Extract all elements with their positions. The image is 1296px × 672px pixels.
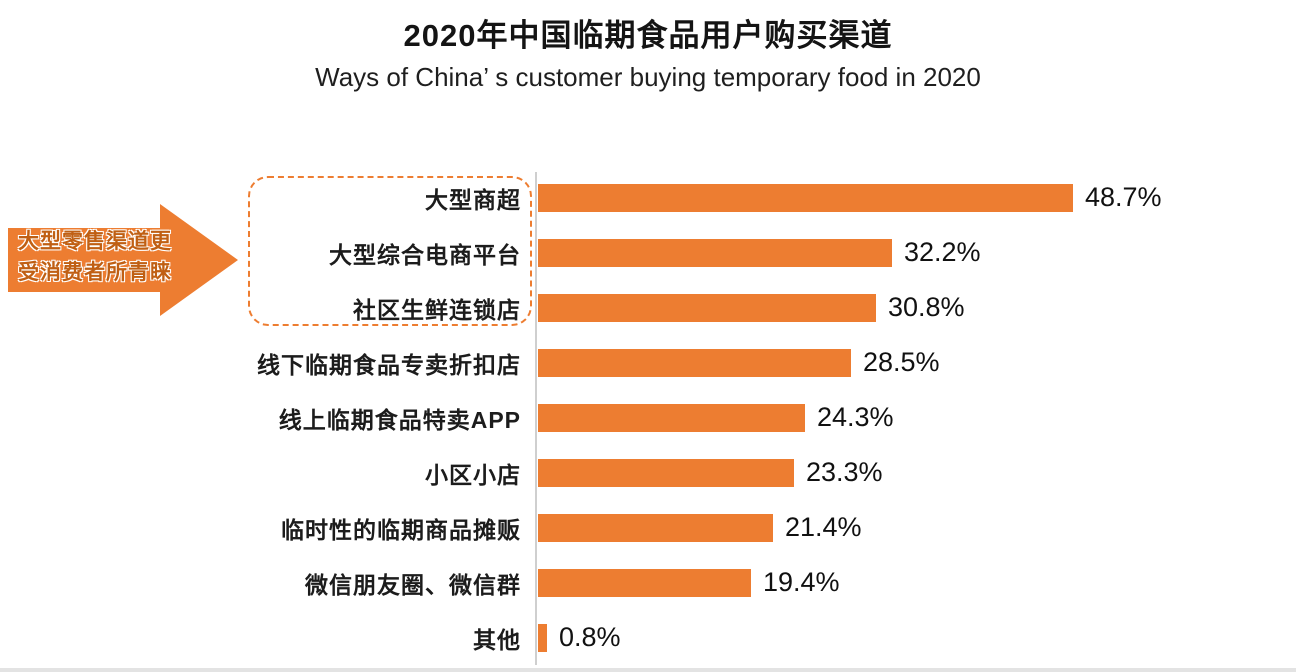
page-bottom-edge (0, 668, 1296, 672)
bar-row: 线上临期食品特卖APP 24.3% (0, 390, 1296, 445)
bar-row: 大型综合电商平台 32.2% (0, 225, 1296, 280)
bar (538, 183, 1073, 212)
bar-area: 21.4% (538, 500, 862, 555)
bar-area: 32.2% (538, 225, 981, 280)
category-label: 微信朋友圈、微信群 (305, 571, 521, 598)
annotation-text: 大型零售渠道更 受消费者所青睐 (18, 226, 172, 288)
category-label: 线下临期食品专卖折扣店 (257, 351, 521, 378)
bar-row: 社区生鲜连锁店 30.8% (0, 280, 1296, 335)
highlight-dashed-box (248, 176, 532, 326)
bar-row: 临时性的临期商品摊贩 21.4% (0, 500, 1296, 555)
bar-row: 大型商超 48.7% (0, 170, 1296, 225)
category-label: 大型综合电商平台 (329, 241, 521, 268)
bar (538, 348, 851, 377)
category-label: 其他 (473, 626, 521, 653)
chart-title: 2020年中国临期食品用户购买渠道 (403, 18, 893, 53)
bar-area: 19.4% (538, 555, 840, 610)
bar-row: 微信朋友圈、微信群 19.4% (0, 555, 1296, 610)
value-label: 30.8% (888, 292, 965, 322)
bar-rows: 大型商超 48.7% 大型综合电商平台 32.2% 社区生鲜连锁店 30.8% … (0, 170, 1296, 667)
value-label: 23.3% (806, 457, 883, 487)
bar (538, 293, 876, 322)
axis-line (535, 172, 537, 665)
annotation-line2: 受消费者所青睐 (18, 261, 172, 284)
bar (538, 238, 892, 267)
bar (538, 568, 751, 597)
bar-chart: 大型商超 48.7% 大型综合电商平台 32.2% 社区生鲜连锁店 30.8% … (0, 170, 1296, 667)
value-label: 32.2% (904, 237, 981, 267)
bar (538, 513, 773, 542)
bar-area: 30.8% (538, 280, 965, 335)
value-label: 24.3% (817, 402, 894, 432)
category-label: 临时性的临期商品摊贩 (281, 516, 521, 543)
bar-area: 23.3% (538, 445, 883, 500)
bar-area: 0.8% (538, 610, 621, 665)
annotation-line1: 大型零售渠道更 (18, 230, 172, 253)
annotation-arrow: 大型零售渠道更 受消费者所青睐 (8, 204, 240, 316)
bar-area: 48.7% (538, 170, 1162, 225)
bar-area: 28.5% (538, 335, 940, 390)
category-label: 线上临期食品特卖APP (278, 406, 521, 433)
chart-subtitle: Ways of China’ s customer buying tempora… (315, 62, 981, 92)
value-label: 28.5% (863, 347, 940, 377)
bar-row: 小区小店 23.3% (0, 445, 1296, 500)
bar (538, 623, 547, 652)
value-label: 0.8% (559, 622, 621, 652)
category-label: 小区小店 (425, 461, 521, 488)
value-label: 21.4% (785, 512, 862, 542)
value-label: 19.4% (763, 567, 840, 597)
category-label: 大型商超 (425, 186, 521, 213)
value-label: 48.7% (1085, 182, 1162, 212)
bar (538, 403, 805, 432)
bar-row: 其他 0.8% (0, 610, 1296, 665)
arrow-shape-icon (8, 204, 238, 316)
bar-row: 线下临期食品专卖折扣店 28.5% (0, 335, 1296, 390)
category-label: 社区生鲜连锁店 (353, 296, 521, 323)
bar-area: 24.3% (538, 390, 894, 445)
bar (538, 458, 794, 487)
